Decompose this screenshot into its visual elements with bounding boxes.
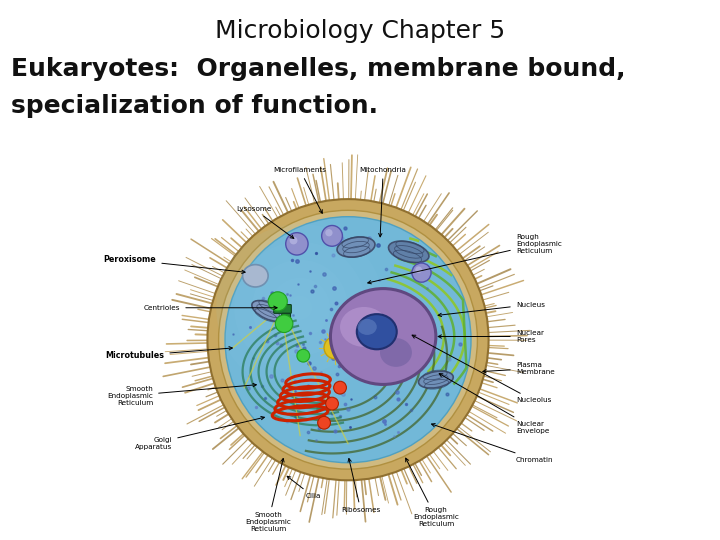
Text: Plasma
Membrane: Plasma Membrane — [483, 362, 554, 375]
Text: Nuclear
Envelope: Nuclear Envelope — [439, 374, 549, 434]
Circle shape — [415, 266, 422, 273]
Circle shape — [325, 397, 338, 410]
Text: Microbiology Chapter 5: Microbiology Chapter 5 — [215, 19, 505, 43]
FancyBboxPatch shape — [274, 305, 292, 313]
Ellipse shape — [418, 371, 454, 388]
Circle shape — [325, 229, 333, 237]
Ellipse shape — [243, 265, 268, 287]
Ellipse shape — [337, 237, 375, 257]
Text: Rough
Endoplasmic
Reticulum: Rough Endoplasmic Reticulum — [368, 234, 562, 284]
Ellipse shape — [358, 319, 377, 335]
Ellipse shape — [219, 210, 477, 469]
Ellipse shape — [288, 296, 312, 320]
Ellipse shape — [330, 288, 436, 384]
Ellipse shape — [252, 260, 348, 356]
Text: Nuclear
Pores: Nuclear Pores — [438, 330, 544, 343]
Text: Mitochondria: Mitochondria — [360, 167, 407, 237]
Circle shape — [268, 292, 287, 311]
Circle shape — [318, 416, 330, 429]
Circle shape — [275, 315, 293, 333]
Ellipse shape — [340, 307, 388, 347]
Text: Microtubules: Microtubules — [105, 347, 233, 360]
Circle shape — [322, 226, 343, 246]
Text: Smooth
Endoplasmic
Reticulum: Smooth Endoplasmic Reticulum — [246, 458, 291, 532]
Text: Centrioles: Centrioles — [144, 305, 277, 310]
Text: Smooth
Endoplasmic
Reticulum: Smooth Endoplasmic Reticulum — [107, 383, 256, 406]
Circle shape — [297, 349, 310, 362]
Ellipse shape — [389, 241, 429, 262]
Ellipse shape — [225, 217, 471, 463]
Circle shape — [324, 336, 346, 359]
Text: Rough
Endoplasmic
Reticulum: Rough Endoplasmic Reticulum — [405, 458, 459, 528]
Ellipse shape — [357, 314, 397, 349]
Ellipse shape — [252, 301, 284, 321]
Circle shape — [289, 237, 297, 245]
Text: Chromatin: Chromatin — [431, 423, 553, 463]
Text: Nucleus: Nucleus — [438, 301, 545, 316]
Text: Microfilaments: Microfilaments — [274, 167, 327, 213]
Text: specialization of function.: specialization of function. — [11, 94, 378, 118]
Circle shape — [333, 381, 346, 394]
Ellipse shape — [207, 199, 489, 480]
Circle shape — [286, 233, 308, 255]
Circle shape — [412, 263, 431, 282]
FancyBboxPatch shape — [282, 313, 290, 329]
Text: Peroxisome: Peroxisome — [104, 255, 245, 273]
Text: Cilia: Cilia — [287, 476, 320, 500]
Ellipse shape — [216, 224, 384, 392]
Ellipse shape — [380, 338, 412, 367]
Text: Eukaryotes:  Organelles, membrane bound,: Eukaryotes: Organelles, membrane bound, — [11, 57, 625, 80]
Text: Lysosome: Lysosome — [236, 206, 294, 238]
Ellipse shape — [270, 278, 330, 338]
Text: Golgi
Apparatus: Golgi Apparatus — [135, 416, 264, 450]
Text: Ribosomes: Ribosomes — [341, 458, 380, 514]
Text: Nucleolus: Nucleolus — [412, 335, 551, 403]
Ellipse shape — [234, 242, 366, 374]
